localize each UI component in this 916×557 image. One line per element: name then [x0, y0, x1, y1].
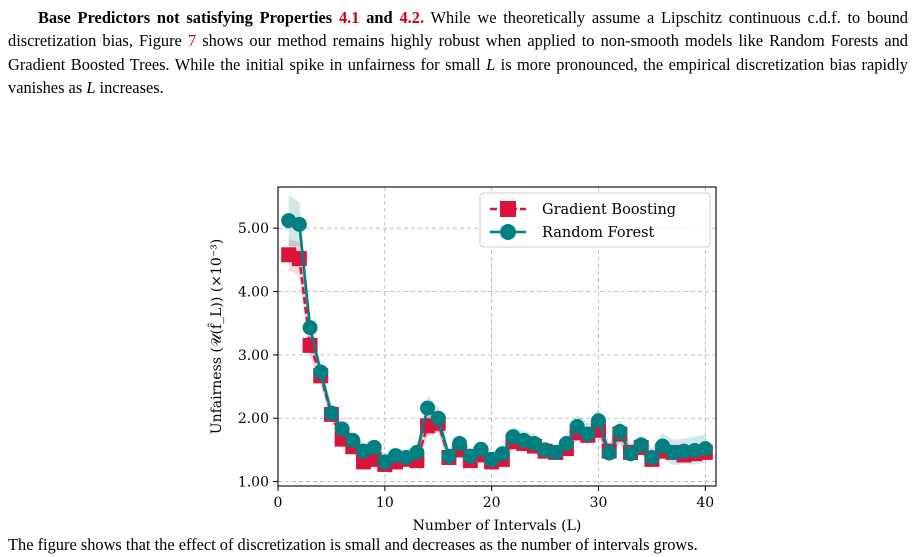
- data-point: [452, 436, 468, 452]
- series-line: [288, 219, 706, 464]
- data-point: [580, 426, 596, 442]
- data-point: [323, 405, 339, 421]
- x-tick-label: 20: [483, 495, 501, 511]
- x-tick-label: 10: [376, 495, 394, 511]
- caption-line: The figure shows that the effect of disc…: [8, 535, 698, 554]
- data-point: [441, 448, 457, 464]
- data-point: [590, 413, 606, 429]
- variable-l-1: L: [486, 54, 496, 74]
- data-point: [409, 444, 425, 460]
- y-axis-label: Unfairness (𝒰(f̂_L)) (×10⁻³): [207, 239, 225, 434]
- y-tick-label: 2.00: [238, 411, 269, 427]
- paragraph-text-2: shows our method remains highly robust w…: [8, 31, 908, 74]
- legend-marker: [500, 201, 516, 217]
- x-tick-label: 0: [274, 495, 283, 511]
- data-point: [291, 216, 307, 232]
- y-tick-label: 3.00: [238, 348, 269, 364]
- y-tick-label: 1.00: [238, 475, 269, 491]
- paragraph-and: and: [366, 8, 393, 27]
- data-point: [313, 364, 329, 380]
- data-point: [334, 421, 350, 437]
- data-point: [430, 410, 446, 426]
- data-point: [633, 437, 649, 453]
- data-point: [462, 448, 478, 464]
- y-tick-label: 4.00: [238, 285, 269, 301]
- y-tick-label: 5.00: [238, 221, 269, 237]
- tick-layer: 0 10 20 30 40 1.00 2.00 3.00 4.00 5.00: [238, 221, 714, 511]
- data-point: [420, 400, 436, 416]
- legend-label: Random Forest: [542, 225, 655, 241]
- data-point: [494, 446, 510, 462]
- x-axis-label: Number of Intervals (L): [413, 518, 582, 534]
- legend: Gradient Boosting Random Forest: [479, 192, 711, 248]
- x-tick-label: 40: [696, 495, 714, 511]
- data-point: [345, 432, 361, 448]
- data-point: [366, 439, 382, 455]
- data-point: [644, 449, 660, 465]
- ref-property-4-2[interactable]: 4.2.: [399, 8, 425, 27]
- data-point: [569, 418, 585, 434]
- legend-label: Gradient Boosting: [542, 202, 676, 218]
- data-point: [676, 443, 692, 459]
- ref-property-4-1[interactable]: 4.1: [338, 8, 360, 27]
- paragraph-text-1: While we theoretically assume a Lipschit…: [8, 8, 908, 51]
- series-layer: [281, 213, 713, 472]
- data-point: [623, 446, 639, 462]
- paragraph-text-4: increases.: [99, 78, 164, 98]
- paragraph-text-3: is more pronounced, the empirical discre…: [8, 54, 908, 98]
- data-point: [473, 441, 489, 457]
- legend-marker: [500, 224, 516, 240]
- data-point: [302, 320, 318, 336]
- variable-l-2: L: [86, 78, 96, 98]
- data-point: [601, 445, 617, 461]
- x-tick-label: 30: [590, 495, 608, 511]
- paragraph-lead: Base Predictors not satisfying Propertie…: [38, 8, 333, 27]
- legend-box: [479, 192, 711, 248]
- data-point: [612, 424, 628, 440]
- plot-frame: [277, 186, 717, 487]
- paragraph: Base Predictors not satisfying Propertie…: [8, 6, 908, 100]
- data-point: [558, 436, 574, 452]
- ref-figure-7[interactable]: 7: [187, 31, 197, 51]
- data-point: [548, 444, 564, 460]
- data-point: [697, 441, 713, 457]
